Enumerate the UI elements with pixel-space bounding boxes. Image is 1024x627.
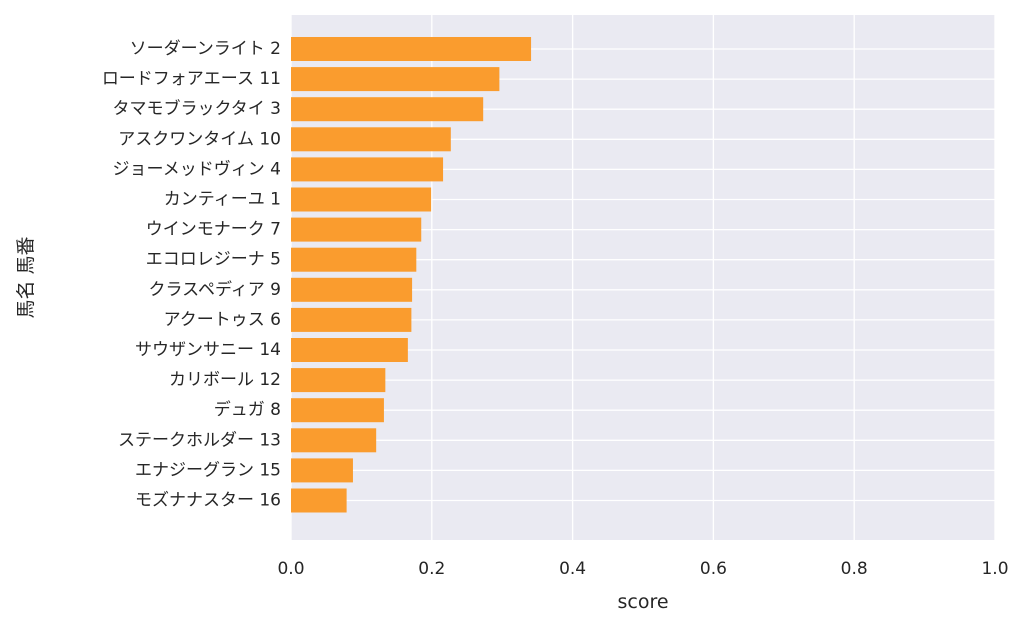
category-label: タマモブラックタイ 3 (112, 98, 281, 119)
bar (291, 157, 444, 182)
bar (291, 217, 422, 242)
bar (291, 277, 413, 302)
category-label: モズナナスター 16 (135, 491, 281, 511)
category-label: サウザンサニー 14 (135, 340, 281, 360)
category-label: ジョーメッドヴィン 4 (112, 159, 281, 179)
category-label: ロードフォアエース 11 (102, 69, 281, 89)
x-tick-label: 0.8 (841, 559, 868, 579)
x-axis-title: score (617, 591, 668, 613)
x-tick-label: 0.2 (418, 559, 445, 579)
bar (291, 488, 347, 513)
x-tick-label: 1.0 (981, 559, 1008, 579)
bar (291, 187, 432, 212)
category-label: エコロレジーナ 5 (146, 250, 281, 270)
category-label: カンティーユ 1 (164, 190, 281, 210)
x-tick-label: 0.6 (700, 559, 727, 579)
bar (291, 398, 384, 423)
category-label: エナジーグラン 15 (135, 460, 281, 480)
bar (291, 247, 417, 272)
category-label: デュガ 8 (214, 399, 281, 420)
bar (291, 97, 484, 122)
category-label: アスクワンタイム 10 (118, 129, 281, 149)
x-tick-label: 0.4 (559, 559, 586, 579)
bar (291, 37, 532, 61)
bar (291, 338, 408, 362)
plot-background (291, 15, 995, 540)
bar (291, 307, 412, 332)
bar (291, 127, 451, 152)
bar (291, 458, 353, 483)
bar (291, 368, 386, 393)
x-tick-labels: 0.0 0.2 0.4 0.6 0.8 1.0 (277, 559, 1008, 579)
category-label: クラスペディア 9 (149, 279, 282, 300)
category-labels: ソーダーンライト 2 ロードフォアエース 11 タマモブラックタイ 3 アスクワンタイ… (102, 39, 281, 511)
bar (291, 67, 500, 92)
y-axis-title: 馬名 馬番 (15, 236, 37, 318)
category-label: ソーダーンライト 2 (130, 39, 281, 59)
x-tick-label: 0.0 (277, 559, 304, 579)
bar (291, 428, 377, 453)
category-label: アクートゥス 6 (164, 310, 281, 330)
bars (291, 37, 532, 513)
category-label: カリボール 12 (169, 370, 281, 390)
category-label: ウインモナーク 7 (146, 220, 281, 240)
category-label: ステークホルダー 13 (118, 430, 281, 450)
